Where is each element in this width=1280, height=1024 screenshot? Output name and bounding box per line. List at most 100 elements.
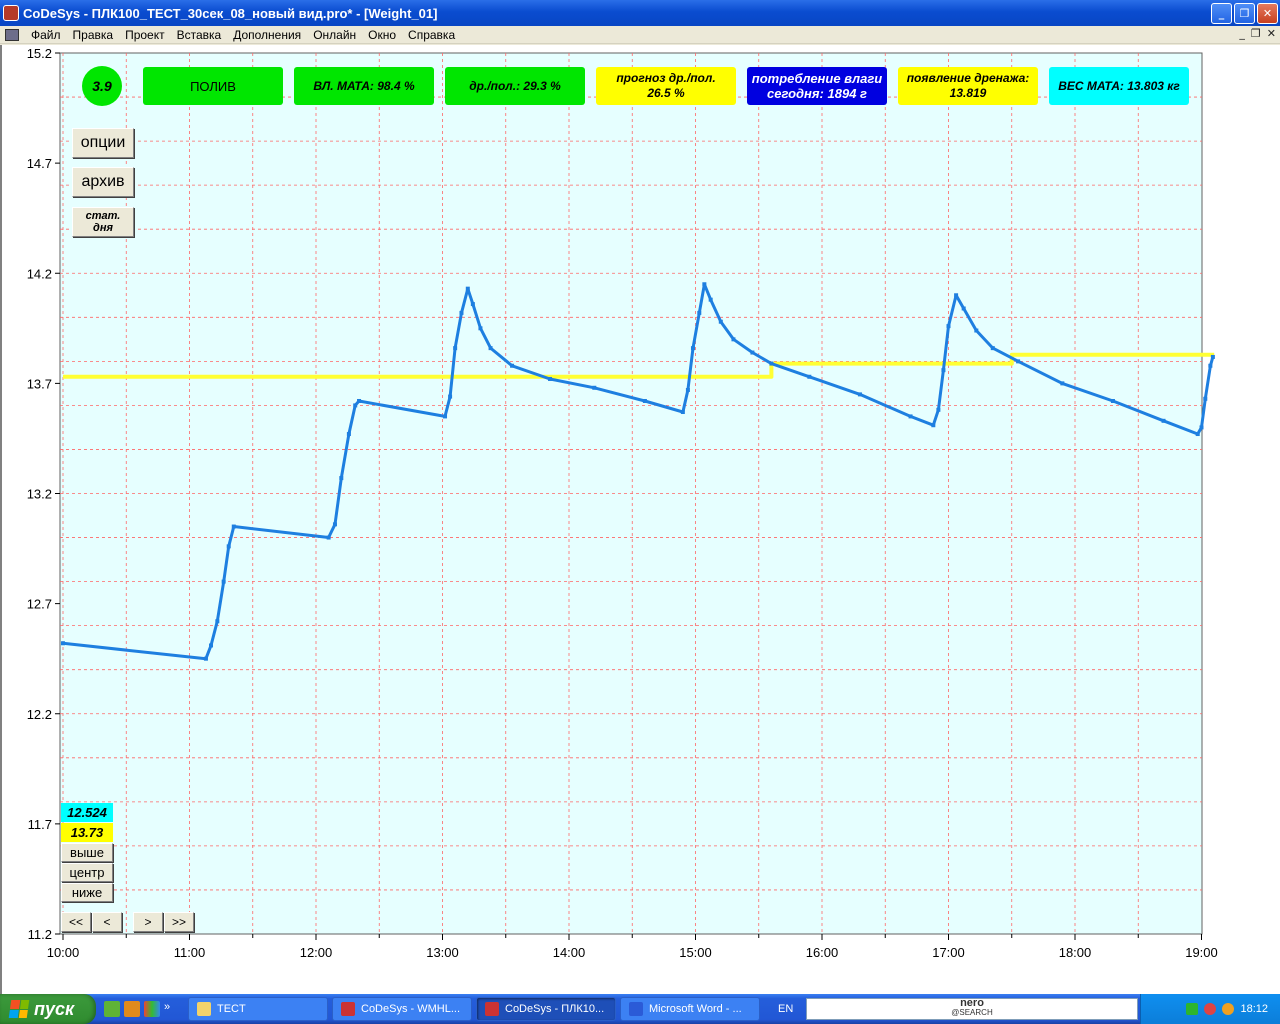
weight-point <box>697 310 702 315</box>
quick-launch-expand-icon[interactable]: » <box>164 1001 171 1013</box>
x-tick-label: 17:00 <box>932 945 965 960</box>
nero-search-input[interactable] <box>806 998 1138 1020</box>
codesys-icon <box>341 1002 355 1016</box>
weight-point <box>465 286 470 291</box>
weight-point <box>769 361 774 366</box>
scale-up-button[interactable]: выше <box>61 843 113 862</box>
weight-point <box>718 319 723 324</box>
drain-onset-panel: появление дренажа: 13.819 <box>898 67 1038 105</box>
y-tick-label: 14.7 <box>27 156 52 171</box>
visualization-area: 15.2 14.7 14.2 13.7 13.2 12.7 12.2 11.7 11.2 10:… <box>0 45 1280 994</box>
x-tick-label: 16:00 <box>806 945 839 960</box>
task-codesys-plk[interactable]: CoDeSys - ПЛК10... <box>476 997 616 1021</box>
nav-next-button[interactable]: > <box>133 912 163 932</box>
nero-search-logo: nero @SEARCH <box>940 997 1004 1019</box>
counter-badge: 3.9 <box>82 66 122 106</box>
reference-line <box>63 352 1215 379</box>
window-titlebar: CoDeSys - ПЛК100_ТЕСТ_30сек_08_новый вид… <box>0 0 1280 26</box>
weight-point <box>974 328 979 333</box>
tray-arrow-icon[interactable] <box>1186 1003 1199 1015</box>
weight-point <box>731 337 736 342</box>
mdi-close-button[interactable]: ✕ <box>1266 27 1276 40</box>
weight-point <box>1210 354 1215 359</box>
task-codesys-wmhl[interactable]: CoDeSys - WMHL... <box>332 997 472 1021</box>
scale-down-button[interactable]: ниже <box>61 883 113 902</box>
tray-show-icon[interactable] <box>1204 1003 1217 1015</box>
close-button[interactable]: ✕ <box>1257 3 1278 24</box>
start-button[interactable]: пуск <box>0 994 96 1024</box>
task-test[interactable]: TECT <box>188 997 328 1021</box>
task-word[interactable]: Microsoft Word - ... <box>620 997 760 1021</box>
menu-help[interactable]: Справка <box>408 27 456 42</box>
taskbar: пуск » TECT CoDeSys - WMHL... CoDeSys - … <box>0 994 1280 1024</box>
options-button[interactable]: опции <box>72 128 134 158</box>
y-tick-label: 13.2 <box>27 487 52 502</box>
day-stats-line2: дня <box>93 222 113 234</box>
drain-forecast-panel: прогноз др./пол. 26.5 % <box>596 67 736 105</box>
day-stats-button[interactable]: стат. дня <box>72 207 134 237</box>
weight-point <box>510 363 515 368</box>
weight-point <box>1208 363 1213 368</box>
weight-point <box>990 346 995 351</box>
drain-ratio-panel: др./пол.: 29.3 % <box>445 67 585 105</box>
weight-point <box>478 326 483 331</box>
x-tick-label: 18:00 <box>1059 945 1092 960</box>
scale-center-button[interactable]: центр <box>61 863 113 882</box>
menu-project[interactable]: Проект <box>125 27 165 42</box>
weight-point <box>690 346 695 351</box>
series-lines <box>61 282 1215 661</box>
y-tick-label: 11.7 <box>28 817 52 832</box>
clock: 18:12 <box>1240 1003 1268 1015</box>
x-tick-label: 13:00 <box>426 945 459 960</box>
nero-sub: @SEARCH <box>951 1008 993 1017</box>
nav-prev-button[interactable]: < <box>92 912 122 932</box>
weight-point <box>1199 425 1204 430</box>
language-indicator[interactable]: EN <box>778 1003 794 1015</box>
y-tick-label: 11.2 <box>28 927 52 942</box>
minimize-button[interactable]: _ <box>1211 3 1232 24</box>
menu-window[interactable]: Окно <box>368 27 397 42</box>
mat-weight-panel: ВЕС МАТА: 13.803 кг <box>1049 67 1189 105</box>
archive-button[interactable]: архив <box>72 167 134 197</box>
weight-point <box>857 392 862 397</box>
drain-forecast-line1: прогноз др./пол. <box>616 71 716 85</box>
weight-point <box>708 297 713 302</box>
mat-moisture-label: ВЛ. МАТА: 98.4 % <box>313 78 415 93</box>
y-axis: 15.2 14.7 14.2 13.7 13.2 12.7 12.2 11.7 11.2 <box>27 46 60 942</box>
picasa-icon[interactable] <box>144 1001 160 1017</box>
drain-ratio-label: др./пол.: 29.3 % <box>469 78 561 93</box>
weight-point <box>453 346 458 351</box>
nav-last-button[interactable]: >> <box>164 912 194 932</box>
weight-point <box>1195 432 1200 437</box>
weight-point <box>1203 396 1208 401</box>
menu-extras[interactable]: Дополнения <box>233 27 302 42</box>
menu-online[interactable]: Онлайн <box>313 27 357 42</box>
x-tick-label: 15:00 <box>679 945 712 960</box>
menu-file[interactable]: Файл <box>31 27 61 42</box>
nav-first-button[interactable]: << <box>61 912 91 932</box>
consumption-line1: потребление влаги <box>751 71 883 86</box>
browser-icon[interactable] <box>124 1001 140 1017</box>
weight-point <box>203 656 208 661</box>
weight-point <box>332 522 337 527</box>
weight-point <box>1161 418 1166 423</box>
window-title: CoDeSys - ПЛК100_ТЕСТ_30сек_08_новый вид… <box>23 5 438 21</box>
menu-insert[interactable]: Вставка <box>176 27 222 42</box>
nero-brand: nero <box>960 997 984 1009</box>
document-icon[interactable] <box>5 28 19 41</box>
menu-edit[interactable]: Правка <box>72 27 114 42</box>
utorrent-icon[interactable] <box>104 1001 120 1017</box>
mdi-minimize-button[interactable]: _ <box>1239 27 1245 40</box>
tray-network-icon[interactable] <box>1222 1003 1235 1015</box>
restore-button[interactable]: ❐ <box>1234 3 1255 24</box>
weight-point <box>215 619 220 624</box>
mdi-restore-button[interactable]: ❐ <box>1250 27 1261 40</box>
consumption-panel: потребление влаги сегодня: 1894 г <box>747 67 887 105</box>
x-tick-label: 12:00 <box>300 945 333 960</box>
weight-point <box>702 282 707 287</box>
counter-value: 3.9 <box>92 77 112 94</box>
weight-point <box>961 306 966 311</box>
y-tick-label: 13.7 <box>27 376 52 391</box>
task-label: Microsoft Word - ... <box>649 1003 742 1015</box>
weight-point <box>750 350 755 355</box>
